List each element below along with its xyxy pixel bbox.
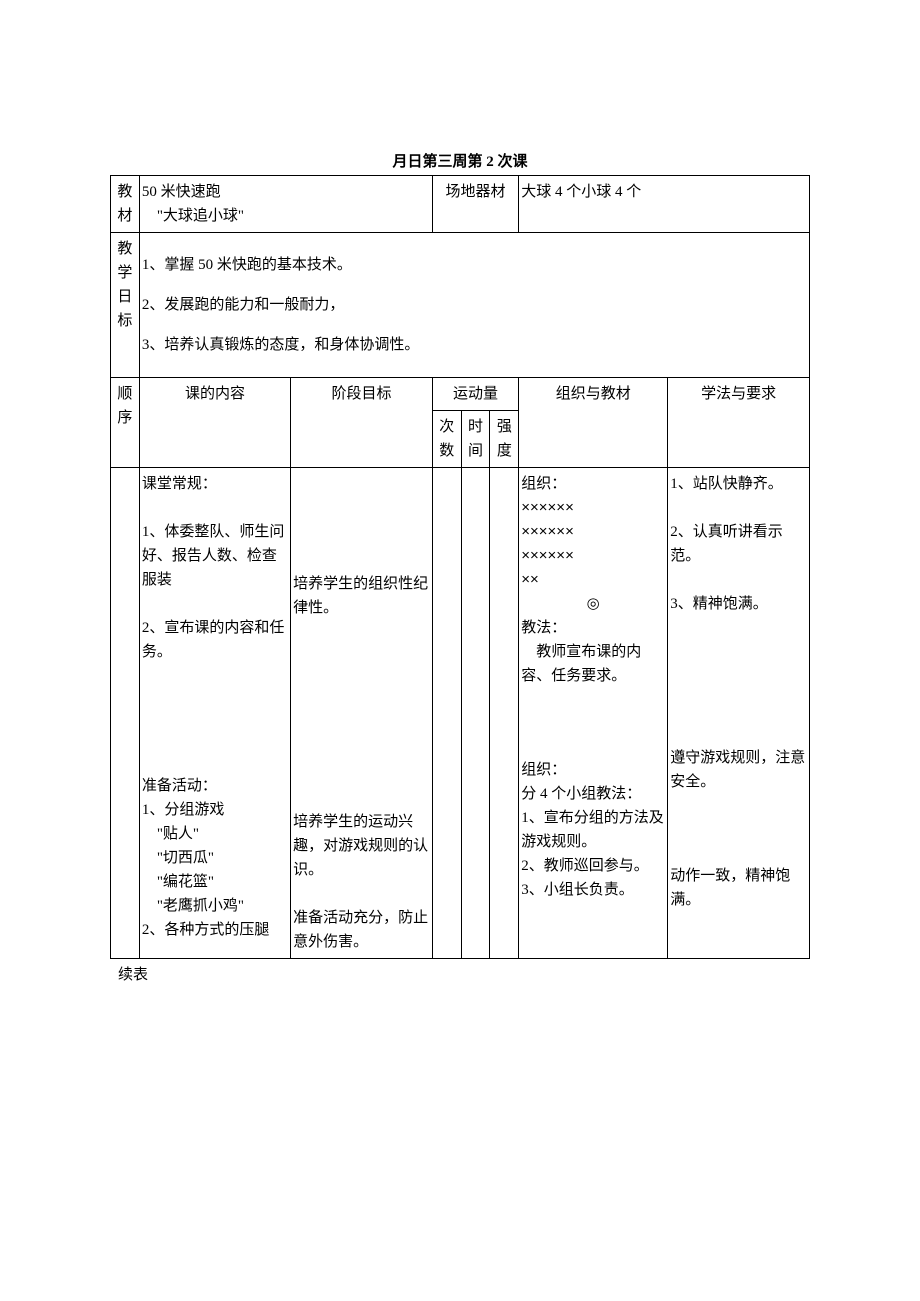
material-cell: 50 米快速跑 "大球追小球"	[139, 176, 432, 233]
goals-cell: 1、掌握 50 米快跑的基本技术。 2、发展跑的能力和一般耐力， 3、培养认真锻…	[139, 233, 809, 378]
row2-org-title: 组织：	[521, 758, 665, 782]
row2-game-4: "老鹰抓小鸡"	[142, 894, 288, 918]
row1-content-title: 课堂常规：	[142, 472, 288, 496]
stage-cell: 培养学生的组织性纪律性。 培养学生的运动兴趣，对游戏规则的认识。 准备活动充分，…	[291, 468, 433, 959]
time-cell	[461, 468, 490, 959]
row2-org-line: 分 4 个小组教法：	[521, 782, 665, 806]
row2-org-3: 3、小组长负责。	[521, 878, 665, 902]
method-cell: 1、站队快静齐。 2、认真听讲看示范。 3、精神饱满。 遵守游戏规则，注意安全。…	[668, 468, 810, 959]
intensity-cell	[490, 468, 519, 959]
col-method: 学法与要求	[668, 378, 810, 468]
formation-symbol: ◎	[521, 592, 665, 616]
row1-method-2: 2、认真听讲看示范。	[670, 520, 807, 568]
row1-method-3: 3、精神饱满。	[670, 592, 807, 616]
row1-org-title: 组织：	[521, 472, 665, 496]
label-goals: 教学日标	[111, 233, 140, 378]
continued-label: 续表	[110, 959, 810, 988]
col-org: 组织与教材	[519, 378, 668, 468]
row2-method-2: 动作一致，精神饱满。	[670, 864, 807, 912]
page-title: 月日第三周第 2 次课	[110, 150, 810, 171]
col-time: 时间	[461, 411, 490, 468]
row1-org-method: 教师宣布课的内容、任务要求。	[521, 640, 665, 688]
label-material: 教材	[111, 176, 140, 233]
row1-content-1: 1、体委整队、师生问好、报告人数、检查服装	[142, 520, 288, 592]
col-intensity: 强度	[490, 411, 519, 468]
row2-method-1: 遵守游戏规则，注意安全。	[670, 746, 807, 794]
row2-org-2: 2、教师巡回参与。	[521, 854, 665, 878]
col-count: 次数	[432, 411, 461, 468]
row2-org-1: 1、宣布分组的方法及游戏规则。	[521, 806, 665, 854]
label-equipment: 场地器材	[432, 176, 518, 233]
col-stage: 阶段目标	[291, 378, 433, 468]
row2-game-1: "贴人"	[142, 822, 288, 846]
formation-line-1: ××××××	[521, 496, 665, 520]
row1-stage: 培养学生的组织性纪律性。	[293, 572, 430, 620]
formation-line-3: ××××××	[521, 544, 665, 568]
equipment-cell: 大球 4 个小球 4 个	[519, 176, 810, 233]
col-seq: 顺序	[111, 378, 140, 468]
seq-cell	[111, 468, 140, 959]
row2-content-1: 1、分组游戏	[142, 798, 288, 822]
goal-3: 3、培养认真锻炼的态度，和身体协调性。	[142, 333, 807, 357]
org-cell: 组织： ×××××× ×××××× ×××××× ×× ◎ 教法： 教师宣布课的…	[519, 468, 668, 959]
formation-line-2: ××××××	[521, 520, 665, 544]
formation-line-4: ××	[521, 568, 665, 592]
col-content: 课的内容	[139, 378, 290, 468]
row1-content-2: 2、宣布课的内容和任务。	[142, 616, 288, 664]
row2-content-title: 准备活动：	[142, 774, 288, 798]
lesson-plan-table: 教材 50 米快速跑 "大球追小球" 场地器材 大球 4 个小球 4 个 教学日…	[110, 175, 810, 959]
count-cell	[432, 468, 461, 959]
col-volume: 运动量	[432, 378, 518, 411]
row1-org-method-title: 教法：	[521, 616, 665, 640]
row2-game-3: "编花篮"	[142, 870, 288, 894]
row2-content-2: 2、各种方式的压腿	[142, 918, 288, 942]
row2-game-2: "切西瓜"	[142, 846, 288, 870]
row2-stage-1: 培养学生的运动兴趣，对游戏规则的认识。	[293, 810, 430, 882]
goal-2: 2、发展跑的能力和一般耐力，	[142, 293, 807, 317]
row2-stage-2: 准备活动充分，防止意外伤害。	[293, 906, 430, 954]
row1-method-1: 1、站队快静齐。	[670, 472, 807, 496]
content-cell: 课堂常规： 1、体委整队、师生问好、报告人数、检查服装 2、宣布课的内容和任务。…	[139, 468, 290, 959]
goal-1: 1、掌握 50 米快跑的基本技术。	[142, 253, 807, 277]
